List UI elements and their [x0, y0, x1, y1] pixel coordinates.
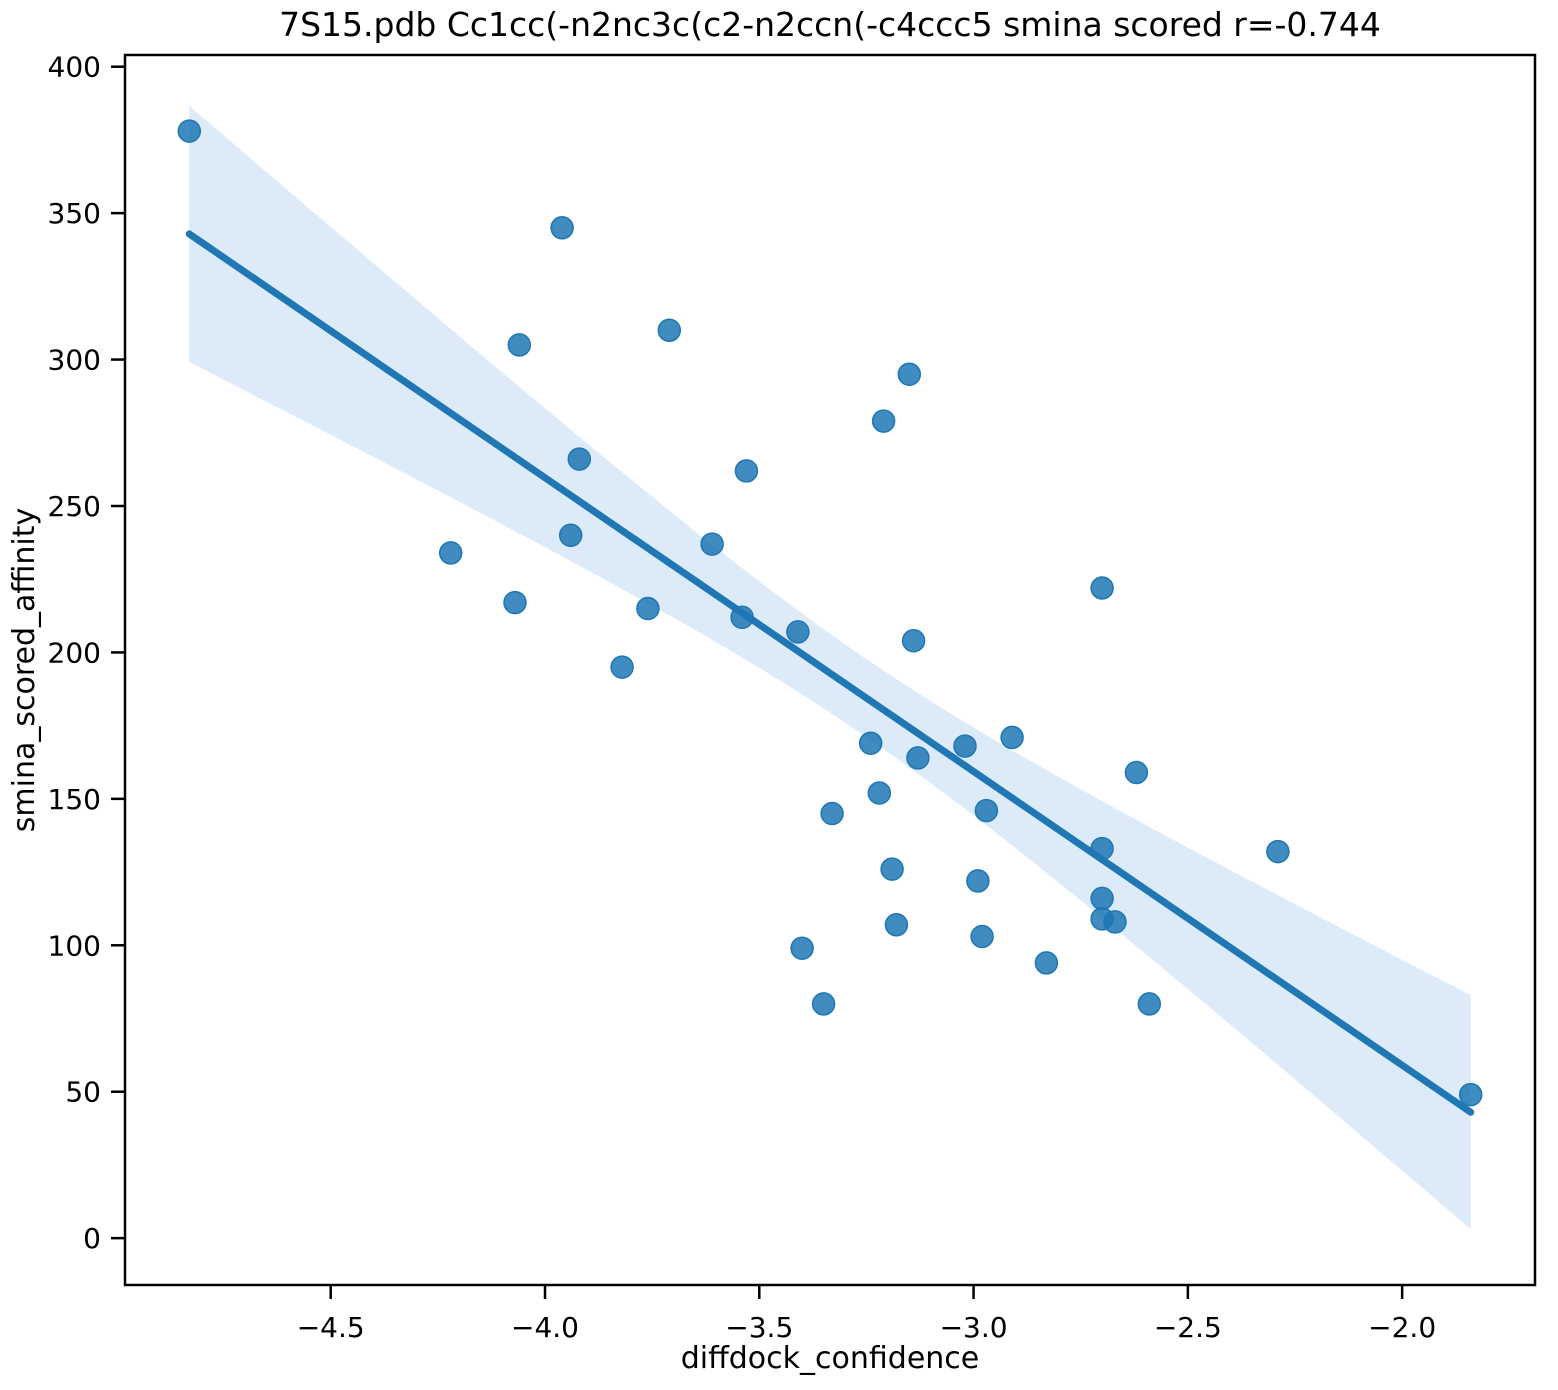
x-tick-label: −3.5 [725, 1311, 793, 1344]
x-tick-label: −4.5 [297, 1311, 365, 1344]
data-point [503, 590, 527, 615]
x-tick-label: −3.0 [940, 1311, 1008, 1344]
axes-spines [123, 53, 1537, 1287]
chart-title: 7S15.pdb Cc1cc(-n2nc3c(c2-n2ccn(-c4ccc5 … [279, 5, 1381, 44]
data-point [567, 447, 592, 471]
data-point [1458, 1082, 1483, 1107]
data-point [438, 541, 463, 565]
data-point [1266, 839, 1290, 864]
data-point [901, 628, 926, 653]
data-point [1090, 576, 1114, 600]
data-point [1000, 725, 1024, 750]
data-point [734, 459, 759, 483]
data-point [610, 655, 634, 679]
y-tick-label: 250 [48, 490, 101, 523]
data-point [970, 924, 994, 949]
data-point [1103, 910, 1127, 934]
regression-line-path [185, 230, 1475, 1116]
data-point [858, 731, 883, 755]
data-point [974, 798, 999, 823]
y-tick-label: 100 [48, 929, 101, 962]
y-tick-label: 300 [48, 344, 101, 377]
data-point [871, 409, 896, 433]
data-point [558, 523, 583, 548]
data-point [966, 869, 990, 893]
data-point [790, 936, 814, 960]
data-point [906, 746, 930, 770]
data-point [811, 992, 836, 1016]
y-tick-label: 350 [48, 197, 101, 230]
data-point [1124, 760, 1149, 785]
data-point [1090, 886, 1114, 911]
data-point [897, 362, 922, 386]
data-point [867, 781, 892, 805]
data-point [657, 318, 682, 343]
scatter-points [177, 119, 1483, 1107]
y-tick-label: 0 [83, 1222, 101, 1255]
data-point [1137, 992, 1162, 1016]
data-point [820, 801, 844, 826]
y-tick-label: 400 [48, 51, 101, 84]
data-point [507, 333, 532, 357]
data-point [700, 532, 724, 556]
x-tick-label: −2.0 [1368, 1311, 1436, 1344]
data-point [550, 216, 574, 240]
x-tick-label: −4.0 [511, 1311, 579, 1344]
x-tick-label: −2.5 [1154, 1311, 1222, 1344]
data-point [786, 620, 810, 644]
data-point [636, 596, 660, 621]
data-point [1090, 836, 1114, 861]
data-point [1034, 951, 1059, 975]
data-point [953, 734, 977, 758]
data-point [730, 605, 754, 630]
data-point [177, 119, 202, 143]
regression-line [185, 230, 1475, 1116]
y-axis-label: smina_scored_affinity [7, 508, 42, 833]
confidence-band-area [189, 105, 1471, 1230]
y-tick-label: 150 [48, 783, 101, 816]
y-tick-label: 50 [65, 1076, 101, 1109]
axis-ticks: −4.5 −4.0 −3.5 −3.0 −2.5 −2.0 0 50 100 150 200 250 3… [48, 51, 1437, 1344]
data-point [880, 857, 904, 881]
data-point [884, 913, 909, 937]
x-axis-label: diffdock_confidence [681, 1341, 980, 1376]
y-tick-label: 200 [48, 636, 101, 669]
confidence-band [189, 105, 1471, 1230]
